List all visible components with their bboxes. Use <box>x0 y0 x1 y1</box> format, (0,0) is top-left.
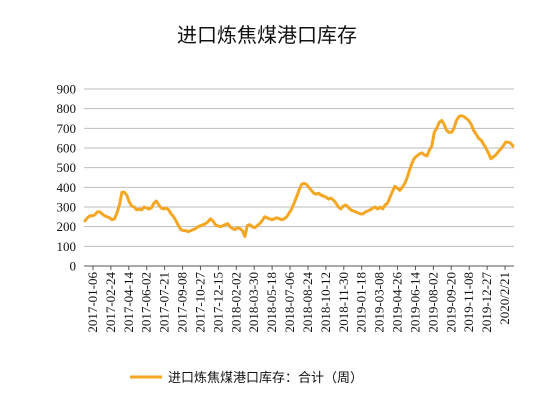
x-tick-label: 2017-09-08 <box>175 272 190 333</box>
x-tick-label: 2018-11-30 <box>336 272 351 332</box>
x-tick-label: 2019-04-26 <box>390 272 405 333</box>
legend-label: 进口炼焦煤港口库存：合计（周） <box>168 370 363 386</box>
series-line <box>83 114 515 238</box>
x-tick-label: 2018-02-02 <box>228 272 243 333</box>
y-tick-label: 100 <box>57 239 77 254</box>
x-tick-label: 2017-01-06 <box>85 272 100 333</box>
y-tick-label: 400 <box>57 180 77 195</box>
chart-title: 进口炼焦煤港口库存 <box>177 23 357 47</box>
y-tick-label: 500 <box>57 160 77 175</box>
x-tick-label: 2019-11-08 <box>461 272 476 332</box>
x-tick-label: 2018-07-06 <box>282 272 297 333</box>
x-tick-label: 2019-12-27 <box>479 272 494 333</box>
y-tick-label: 700 <box>57 121 77 136</box>
y-tick-label: 200 <box>57 219 77 234</box>
y-tick-label: 300 <box>57 200 77 215</box>
x-tick-label: 2019-01-18 <box>354 272 369 333</box>
x-tick-label: 2018-05-18 <box>264 272 279 333</box>
x-tick-label: 2017-10-27 <box>192 272 207 333</box>
y-tick-label: 600 <box>57 141 77 156</box>
x-tick-label: 2017-06-02 <box>139 272 154 333</box>
x-tick-label: 2018-10-12 <box>318 272 333 333</box>
x-axis: 2017-01-06 2017-02-24 2017-04-14 2017-06-02… <box>85 266 512 333</box>
series-layer <box>83 114 515 238</box>
x-tick-label: 2017-02-24 <box>103 272 118 333</box>
x-tick-label: 2018-03-30 <box>246 272 261 333</box>
x-tick-label: 2020/2/21 <box>497 272 512 325</box>
grid <box>84 88 514 267</box>
x-tick-label: 2018-08-24 <box>300 272 315 333</box>
y-tick-label: 0 <box>70 259 77 274</box>
x-tick-label: 2019-03-08 <box>372 272 387 333</box>
x-tick-label: 2019-08-02 <box>425 272 440 333</box>
x-tick-label: 2019-06-14 <box>407 272 422 333</box>
y-axis: 0 100 200 300 400 500 600 700 800 900 <box>57 82 77 274</box>
x-tick-label: 2017-07-21 <box>157 272 172 333</box>
x-tick-label: 2019-09-20 <box>443 272 458 333</box>
y-tick-label: 800 <box>57 101 77 116</box>
y-tick-label: 900 <box>57 82 77 97</box>
legend: 进口炼焦煤港口库存：合计（周） <box>130 370 363 386</box>
x-tick-label: 2017-12-15 <box>210 272 225 333</box>
x-tick-label: 2017-04-14 <box>121 272 136 333</box>
